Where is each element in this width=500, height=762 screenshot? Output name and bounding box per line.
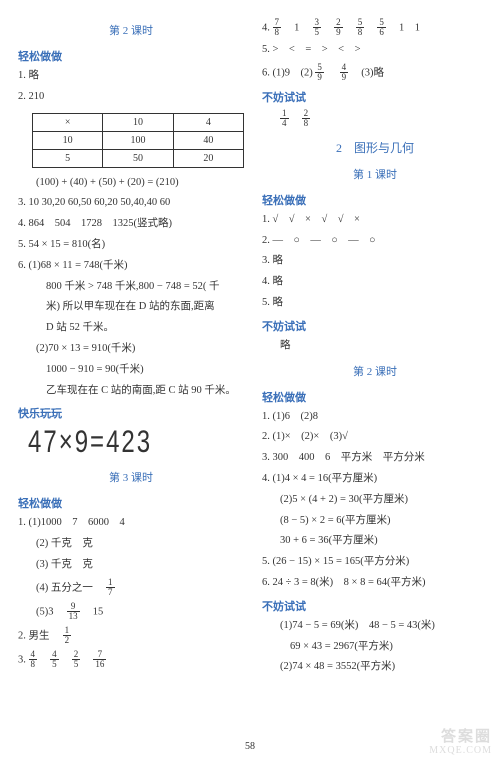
answer-line: D 站 52 千米。	[18, 320, 244, 337]
answer-line: 3. 300 400 6 平方米 平方分米	[262, 450, 488, 467]
answer-line: 1000 − 910 = 90(千米)	[18, 362, 244, 379]
answer-line: 3. 48 45 25 716	[18, 650, 244, 670]
table-cell: 4	[173, 113, 243, 131]
watermark: 答案圈 MXQE.COM	[429, 729, 492, 757]
section-try: 不妨试试	[262, 89, 488, 105]
section-easy: 轻松做做	[18, 495, 244, 511]
lesson-2-heading: 第 2 课时	[262, 363, 488, 379]
lesson-3-heading: 第 3 课时	[18, 469, 244, 485]
table-cell: 10	[33, 131, 103, 149]
answer-line: 69 × 43 = 2967(平方米)	[262, 639, 488, 656]
lesson-1-heading: 第 1 课时	[262, 166, 488, 182]
watermark-url: MXQE.COM	[429, 745, 492, 756]
answer-line: 800 千米 > 748 千米,800 − 748 = 52( 千	[18, 279, 244, 296]
fraction: 25	[72, 650, 81, 670]
answer-line: 米) 所以甲车现在在 D 站的东面,距离	[18, 299, 244, 316]
fraction: 58	[356, 18, 365, 38]
matchstick-equation: 47×9=423	[18, 420, 244, 467]
section-easy: 轻松做做	[262, 389, 488, 405]
answer-line: (2)5 × (4 + 2) = 30(平方厘米)	[262, 492, 488, 509]
table-cell: 20	[173, 149, 243, 167]
page-number: 58	[0, 741, 500, 752]
table-cell: 10	[103, 113, 173, 131]
section-try: 不妨试试	[262, 598, 488, 614]
text: 4.	[262, 22, 273, 33]
table-cell: 50	[103, 149, 173, 167]
table-cell: 40	[173, 131, 243, 149]
answer-line: 5. > < = > < >	[262, 42, 488, 59]
answer-line: 6. 24 ÷ 3 = 8(米) 8 × 8 = 64(平方米)	[262, 575, 488, 592]
section-easy: 轻松做做	[18, 48, 244, 64]
answer-line: (1)74 − 5 = 69(米) 48 − 5 = 43(米)	[262, 618, 488, 635]
text: 6. (1)9 (2)	[262, 67, 313, 78]
fraction: 48	[29, 650, 38, 670]
fraction: 17	[106, 578, 115, 598]
answer-line: 4. 78 1 35 29 58 56 1 1	[262, 18, 488, 38]
answer-line: 2. (1)× (2)× (3)√	[262, 429, 488, 446]
answer-line: 2. 210	[18, 89, 244, 106]
text: (5)3	[36, 606, 64, 617]
fraction: 59	[315, 63, 324, 83]
answer-line: 5. 略	[262, 295, 488, 312]
answer-line: 3. 略	[262, 253, 488, 270]
left-column: 第 2 课时 轻松做做 1. 略 2. 210 ×104 1010040 550…	[18, 18, 244, 732]
answer-line: 略	[262, 338, 488, 355]
fraction: 28	[302, 109, 311, 129]
answer-line: 1. (1)6 (2)8	[262, 409, 488, 426]
fraction: 49	[340, 63, 349, 83]
fraction: 913	[67, 602, 80, 622]
fraction: 78	[273, 18, 282, 38]
section-try: 不妨试试	[262, 318, 488, 334]
fraction: 45	[50, 650, 59, 670]
text: 1	[284, 22, 310, 33]
answer-line: 1. √ √ × √ √ ×	[262, 212, 488, 229]
answer-line: 1. 略	[18, 68, 244, 85]
answer-line: 4. (1)4 × 4 = 16(平方厘米)	[262, 471, 488, 488]
answer-line: 4. 864 504 1728 1325(竖式略)	[18, 216, 244, 233]
answer-line: (2) 千克 克	[18, 536, 244, 553]
text: (4) 五分之一	[36, 582, 103, 593]
multiplication-table: ×104 1010040 55020	[32, 113, 244, 168]
text: 2. 男生	[18, 630, 60, 641]
answer-line: 5. 54 × 15 = 810(名)	[18, 237, 244, 254]
fraction: 12	[63, 626, 72, 646]
page-columns: 第 2 课时 轻松做做 1. 略 2. 210 ×104 1010040 550…	[0, 0, 500, 762]
text: 15	[82, 606, 103, 617]
lesson-2-heading: 第 2 课时	[18, 22, 244, 38]
text	[327, 67, 338, 78]
answer-line: 乙车现在在 C 站的南面,距 C 站 90 千米。	[18, 383, 244, 400]
answer-line: (3) 千克 克	[18, 557, 244, 574]
answer-line: (5)3 913 15	[18, 602, 244, 622]
section-easy: 轻松做做	[262, 192, 488, 208]
answer-line: (2)70 × 13 = 910(千米)	[18, 341, 244, 358]
answer-line: 5. (26 − 15) × 15 = 165(平方分米)	[262, 554, 488, 571]
fraction: 14	[280, 109, 289, 129]
answer-line: 2. 男生 12	[18, 626, 244, 646]
right-column: 4. 78 1 35 29 58 56 1 1 5. > < = > < > 6…	[262, 18, 488, 732]
answer-line: 4. 略	[262, 274, 488, 291]
answer-line: (4) 五分之一 17	[18, 578, 244, 598]
fraction: 716	[93, 650, 106, 670]
answer-line: (8 − 5) × 2 = 6(平方厘米)	[262, 513, 488, 530]
table-cell: ×	[33, 113, 103, 131]
table-cell: 5	[33, 149, 103, 167]
answer-line: 3. 10 30,20 60,50 60,20 50,40,40 60	[18, 195, 244, 212]
fraction: 56	[377, 18, 386, 38]
text: (3)略	[351, 67, 384, 78]
table-cell: 100	[103, 131, 173, 149]
answer-line: (2)74 × 48 = 3552(平方米)	[262, 659, 488, 676]
answer-line: 2. ― ○ ― ○ ― ○	[262, 233, 488, 250]
answer-line: 6. (1)68 × 11 = 748(千米)	[18, 258, 244, 275]
watermark-text: 答案圈	[429, 729, 492, 746]
answer-line: (100) + (40) + (50) + (20) = (210)	[18, 175, 244, 192]
answer-line: 6. (1)9 (2) 59 49 (3)略	[262, 63, 488, 83]
answer-line: 30 + 6 = 36(平方厘米)	[262, 533, 488, 550]
text: 3.	[18, 654, 29, 665]
unit-heading: 2 图形与几何	[262, 139, 488, 156]
answer-line: 14 28	[262, 109, 488, 129]
answer-line: 1. (1)1000 7 6000 4	[18, 515, 244, 532]
fraction: 35	[313, 18, 322, 38]
text: 1 1	[389, 22, 421, 33]
fraction: 29	[334, 18, 343, 38]
